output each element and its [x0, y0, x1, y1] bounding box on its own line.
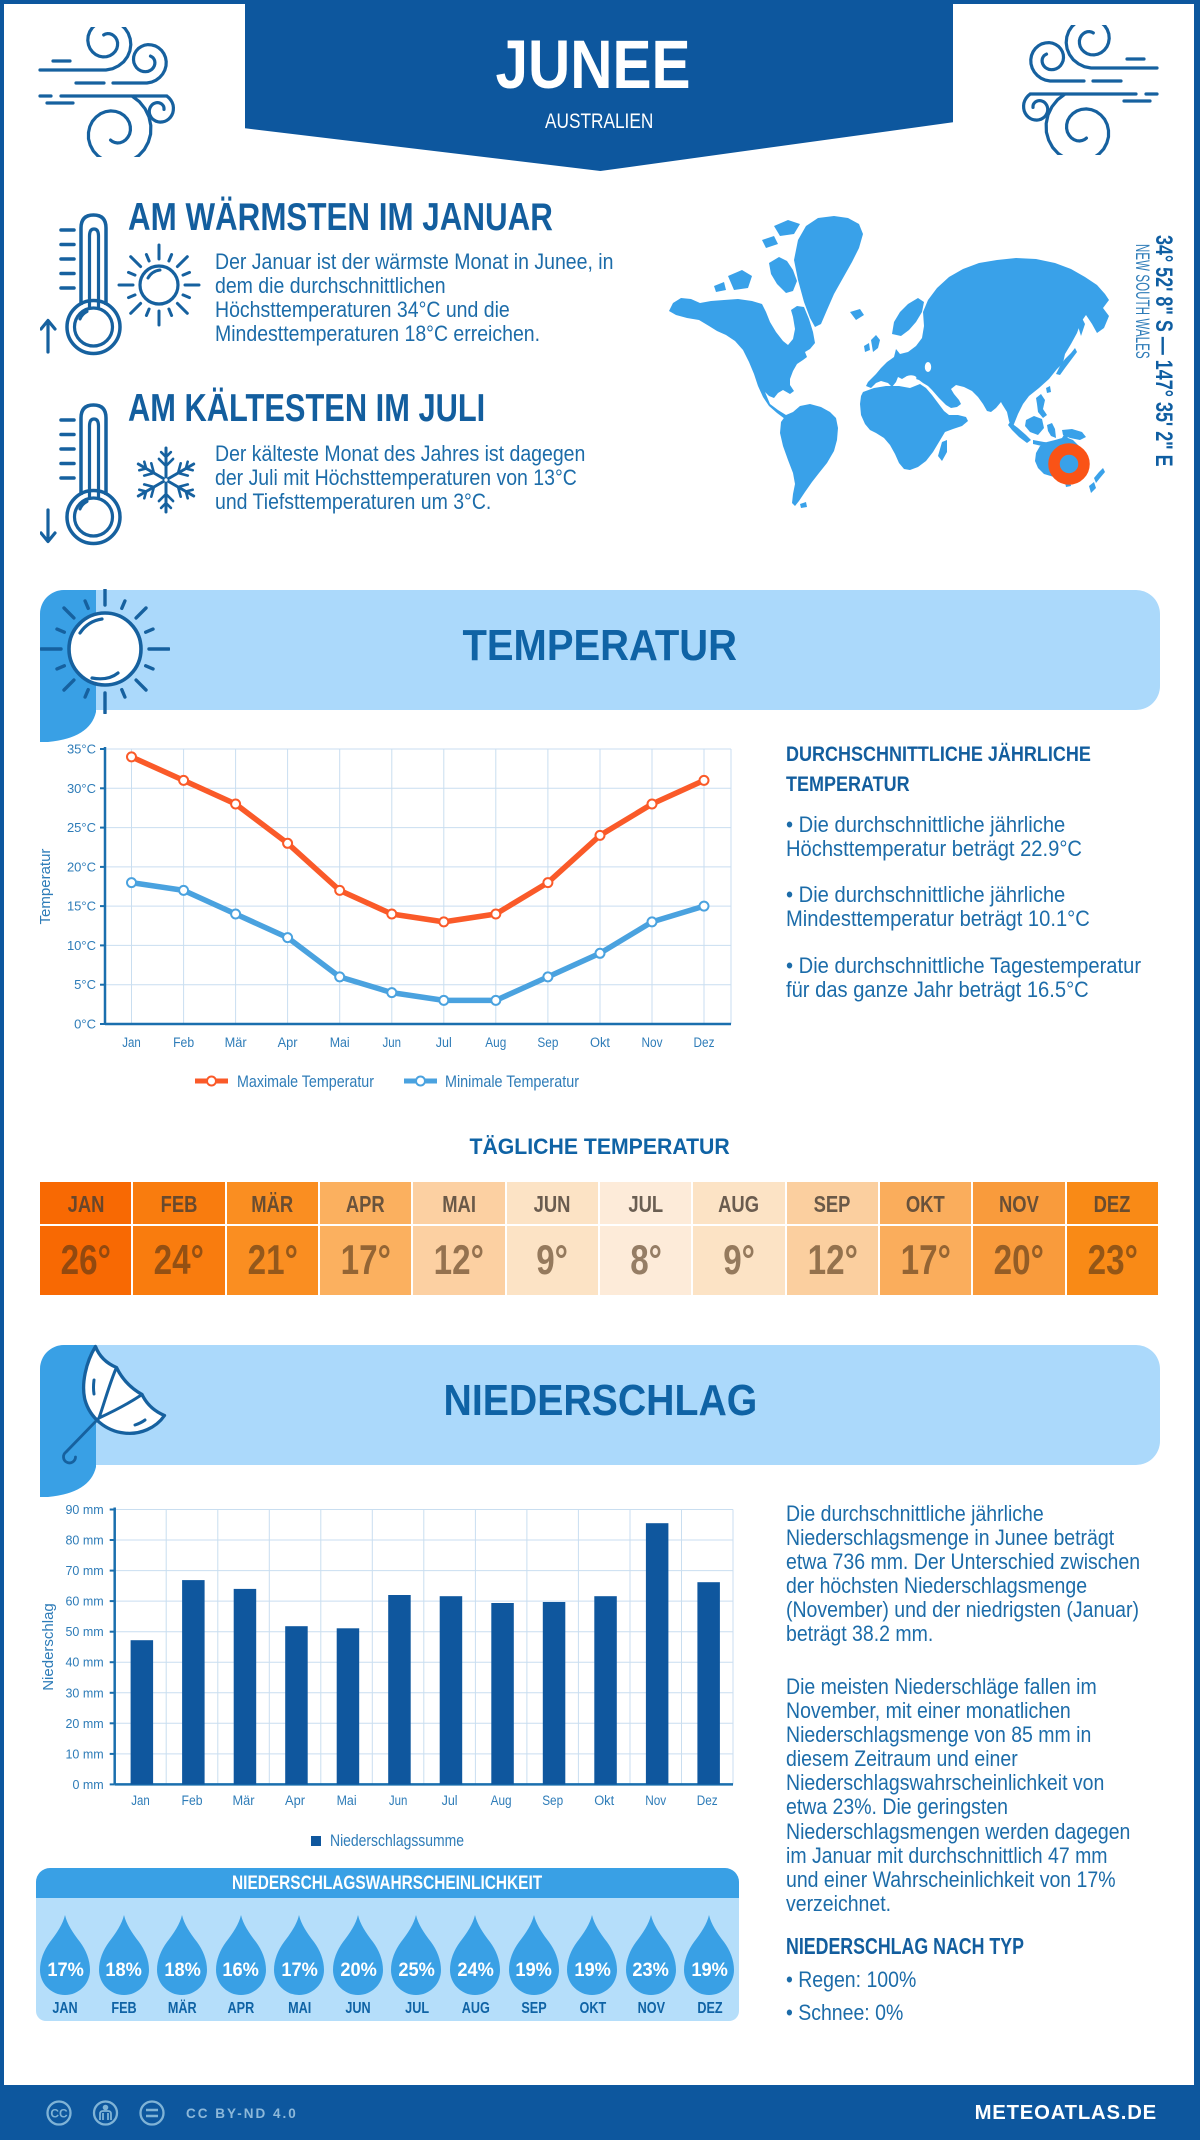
svg-text:Jun: Jun — [389, 1793, 408, 1808]
svg-text:Temperatur: Temperatur — [37, 849, 54, 925]
svg-text:Aug: Aug — [491, 1793, 512, 1808]
svg-text:CC: CC — [50, 2107, 68, 2121]
svg-text:20°C: 20°C — [67, 859, 96, 874]
svg-text:70 mm: 70 mm — [65, 1564, 103, 1578]
svg-text:30 mm: 30 mm — [65, 1686, 103, 1700]
svg-text:Dez: Dez — [697, 1793, 718, 1808]
svg-text:Jul: Jul — [436, 1035, 452, 1050]
svg-text:Nov: Nov — [645, 1793, 666, 1808]
svg-text:25°C: 25°C — [67, 820, 96, 835]
svg-text:80 mm: 80 mm — [65, 1534, 103, 1548]
svg-text:Mär: Mär — [225, 1035, 247, 1050]
svg-text:0°C: 0°C — [74, 1017, 96, 1032]
svg-text:Sep: Sep — [542, 1793, 563, 1808]
svg-text:5°C: 5°C — [74, 977, 96, 992]
svg-text:Feb: Feb — [173, 1035, 194, 1050]
svg-text:Jul: Jul — [442, 1793, 458, 1808]
svg-text:Mai: Mai — [337, 1793, 357, 1808]
svg-text:Jun: Jun — [383, 1035, 402, 1050]
svg-text:Mär: Mär — [233, 1793, 255, 1808]
svg-text:Jan: Jan — [122, 1035, 141, 1050]
svg-text:Niederschlag: Niederschlag — [40, 1603, 57, 1691]
svg-text:Apr: Apr — [285, 1793, 305, 1808]
svg-text:Nov: Nov — [642, 1035, 663, 1050]
svg-text:Mai: Mai — [330, 1035, 350, 1050]
svg-text:10 mm: 10 mm — [65, 1747, 103, 1761]
svg-text:Dez: Dez — [694, 1035, 715, 1050]
svg-text:Maximale Temperatur: Maximale Temperatur — [237, 1072, 374, 1091]
svg-text:60 mm: 60 mm — [65, 1595, 103, 1609]
svg-text:10°C: 10°C — [67, 938, 96, 953]
svg-text:40 mm: 40 mm — [65, 1656, 103, 1670]
svg-text:90 mm: 90 mm — [65, 1503, 103, 1517]
svg-text:Aug: Aug — [485, 1035, 506, 1050]
svg-text:Apr: Apr — [278, 1035, 298, 1050]
svg-text:35°C: 35°C — [67, 742, 96, 757]
svg-text:Sep: Sep — [537, 1035, 558, 1050]
svg-text:0 mm: 0 mm — [72, 1778, 103, 1792]
svg-text:20 mm: 20 mm — [65, 1717, 103, 1731]
svg-text:Niederschlagssumme: Niederschlagssumme — [330, 1831, 464, 1850]
svg-text:30°C: 30°C — [67, 781, 96, 796]
svg-text:Minimale Temperatur: Minimale Temperatur — [445, 1072, 579, 1091]
svg-text:Jan: Jan — [131, 1793, 150, 1808]
svg-text:Okt: Okt — [590, 1035, 610, 1050]
svg-text:15°C: 15°C — [67, 899, 96, 914]
svg-text:Okt: Okt — [594, 1793, 614, 1808]
svg-text:Feb: Feb — [182, 1793, 203, 1808]
svg-text:50 mm: 50 mm — [65, 1625, 103, 1639]
